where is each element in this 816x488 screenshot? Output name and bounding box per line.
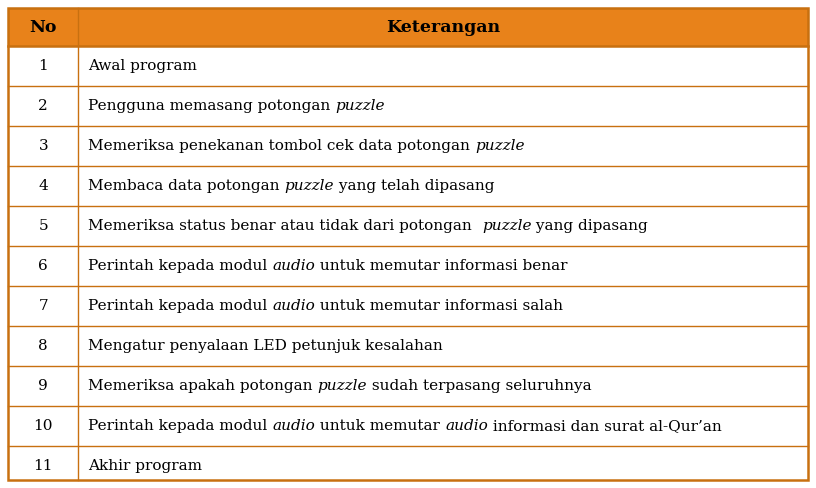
Text: puzzle: puzzle bbox=[475, 139, 525, 153]
Bar bbox=[8, 406, 808, 446]
Text: Pengguna memasang potongan: Pengguna memasang potongan bbox=[88, 99, 335, 113]
Text: 6: 6 bbox=[38, 259, 48, 273]
Bar bbox=[8, 286, 808, 326]
Text: untuk memutar informasi benar: untuk memutar informasi benar bbox=[315, 259, 568, 273]
Text: Memeriksa apakah potongan: Memeriksa apakah potongan bbox=[88, 379, 317, 393]
Text: 11: 11 bbox=[33, 459, 53, 473]
Text: yang dipasang: yang dipasang bbox=[531, 219, 648, 233]
Text: Memeriksa penekanan tombol cek data potongan: Memeriksa penekanan tombol cek data poto… bbox=[88, 139, 475, 153]
Text: informasi dan surat al-Qur’an: informasi dan surat al-Qur’an bbox=[488, 419, 721, 433]
Bar bbox=[8, 366, 808, 406]
Bar bbox=[8, 46, 808, 86]
Bar bbox=[8, 126, 808, 166]
Text: 3: 3 bbox=[38, 139, 48, 153]
Text: 2: 2 bbox=[38, 99, 48, 113]
Text: 7: 7 bbox=[38, 299, 48, 313]
Text: Akhir program: Akhir program bbox=[88, 459, 202, 473]
Text: Perintah kepada modul: Perintah kepada modul bbox=[88, 419, 273, 433]
Bar bbox=[8, 86, 808, 126]
Text: Awal program: Awal program bbox=[88, 59, 197, 73]
Bar bbox=[8, 8, 808, 46]
Text: puzzle: puzzle bbox=[317, 379, 367, 393]
Text: Perintah kepada modul: Perintah kepada modul bbox=[88, 299, 273, 313]
Bar bbox=[8, 246, 808, 286]
Text: Memeriksa status benar atau tidak dari potongan: Memeriksa status benar atau tidak dari p… bbox=[88, 219, 482, 233]
Text: audio: audio bbox=[273, 419, 315, 433]
Text: Mengatur penyalaan LED petunjuk kesalahan: Mengatur penyalaan LED petunjuk kesalaha… bbox=[88, 339, 443, 353]
Text: No: No bbox=[29, 19, 57, 36]
Text: untuk memutar: untuk memutar bbox=[315, 419, 445, 433]
Text: 10: 10 bbox=[33, 419, 53, 433]
Text: audio: audio bbox=[445, 419, 488, 433]
Bar bbox=[8, 166, 808, 206]
Text: audio: audio bbox=[273, 259, 315, 273]
Text: untuk memutar informasi salah: untuk memutar informasi salah bbox=[315, 299, 563, 313]
Text: puzzle: puzzle bbox=[285, 179, 335, 193]
Text: puzzle: puzzle bbox=[335, 99, 385, 113]
Text: Keterangan: Keterangan bbox=[386, 19, 500, 36]
Bar bbox=[8, 326, 808, 366]
Text: 8: 8 bbox=[38, 339, 48, 353]
Text: yang telah dipasang: yang telah dipasang bbox=[335, 179, 494, 193]
Text: sudah terpasang seluruhnya: sudah terpasang seluruhnya bbox=[367, 379, 592, 393]
Text: 4: 4 bbox=[38, 179, 48, 193]
Text: 9: 9 bbox=[38, 379, 48, 393]
Text: 1: 1 bbox=[38, 59, 48, 73]
Text: audio: audio bbox=[273, 299, 315, 313]
Text: Perintah kepada modul: Perintah kepada modul bbox=[88, 259, 273, 273]
Bar bbox=[8, 446, 808, 486]
Bar bbox=[8, 206, 808, 246]
Text: 5: 5 bbox=[38, 219, 48, 233]
Text: puzzle: puzzle bbox=[482, 219, 531, 233]
Text: Membaca data potongan: Membaca data potongan bbox=[88, 179, 285, 193]
